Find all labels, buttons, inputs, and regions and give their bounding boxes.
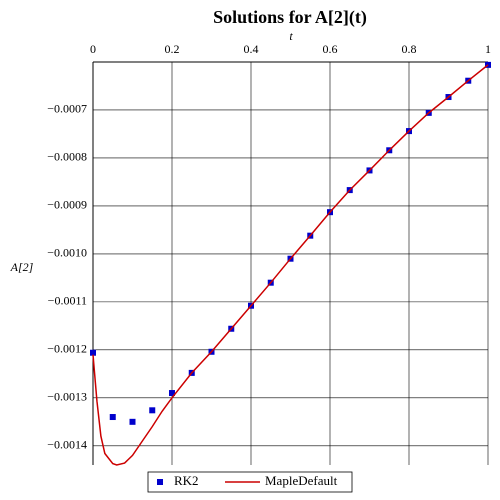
- data-point: [169, 390, 175, 397]
- y-tick-label: −0.0013: [47, 390, 87, 404]
- data-point: [149, 407, 156, 414]
- x-tick-label: 0: [90, 42, 96, 56]
- data-point: [90, 349, 96, 356]
- legend-label: MapleDefault: [265, 473, 338, 488]
- y-axis-label: A[2]: [10, 260, 34, 274]
- x-axis-label: t: [289, 29, 293, 43]
- y-tick-label: −0.0012: [47, 342, 87, 356]
- x-tick-label: 1: [485, 42, 491, 56]
- y-tick-label: −0.0011: [48, 294, 87, 308]
- y-tick-label: −0.0014: [47, 438, 87, 452]
- x-tick-label: 0.2: [165, 42, 180, 56]
- data-point: [129, 418, 136, 425]
- legend-marker: [157, 479, 163, 485]
- y-tick-label: −0.0009: [47, 198, 87, 212]
- x-tick-label: 0.6: [323, 42, 338, 56]
- x-tick-label: 0.8: [402, 42, 417, 56]
- y-tick-label: −0.0007: [47, 102, 87, 116]
- data-line: [92, 64, 489, 466]
- x-tick-label: 0.4: [244, 42, 259, 56]
- y-tick-label: −0.0010: [47, 246, 87, 260]
- legend-label: RK2: [174, 473, 199, 488]
- data-point: [109, 414, 116, 421]
- chart-title: Solutions for A[2](t): [213, 7, 367, 28]
- y-tick-label: −0.0008: [47, 150, 87, 164]
